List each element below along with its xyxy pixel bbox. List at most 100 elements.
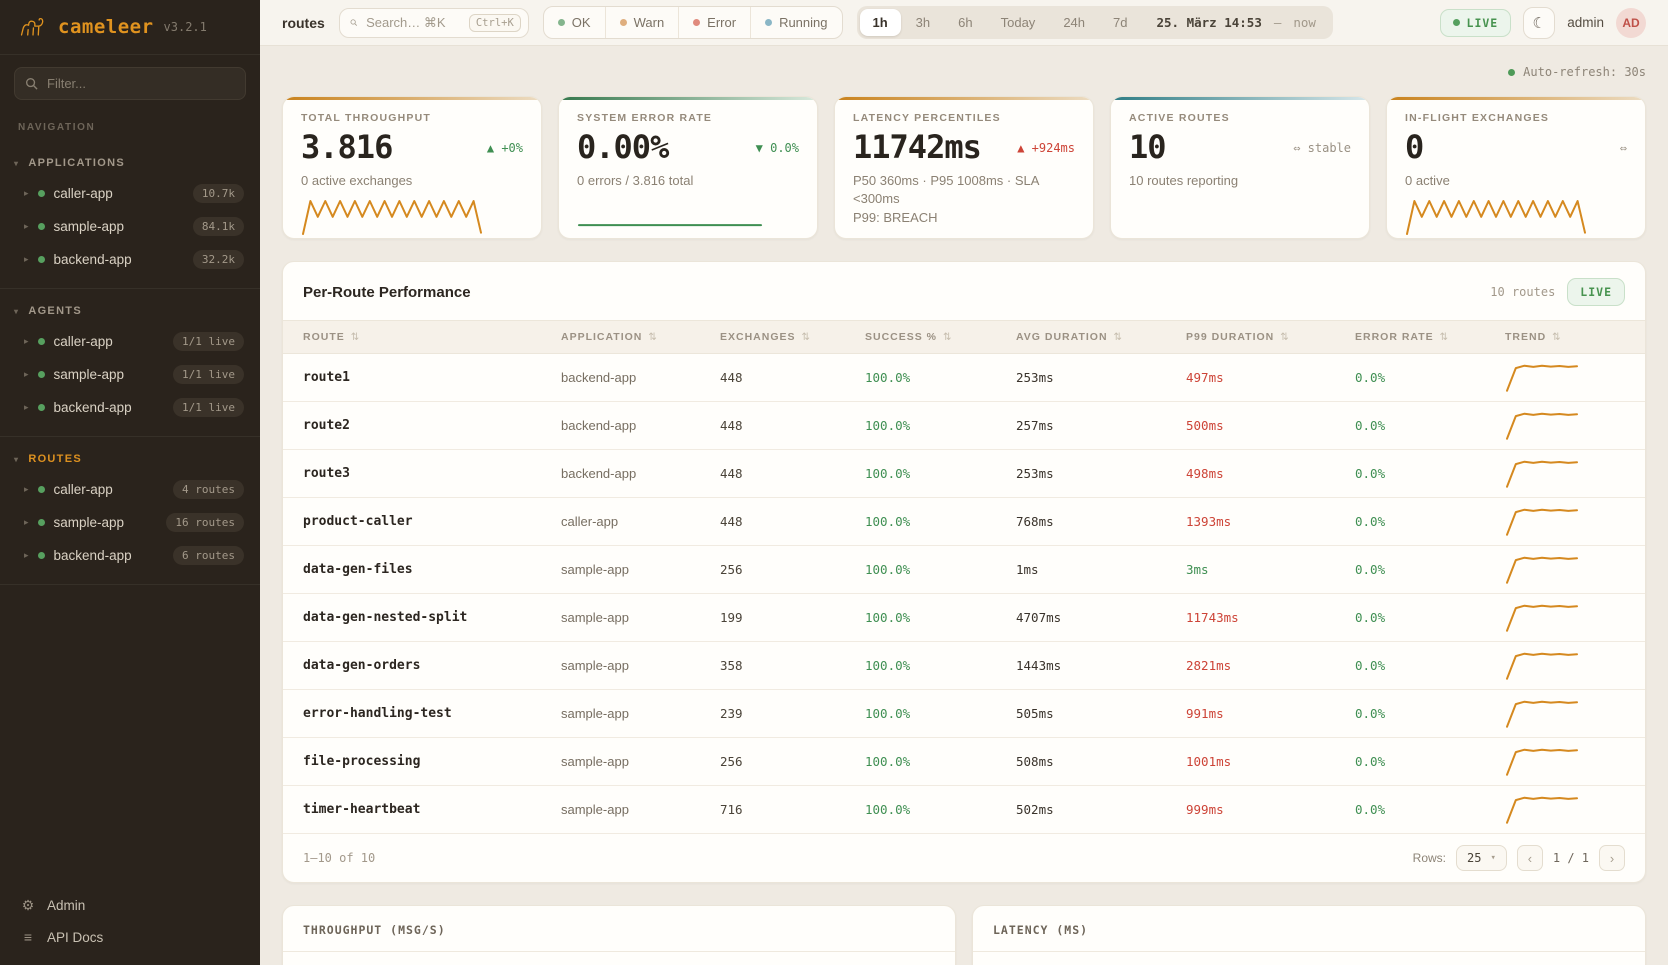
status-filter-group: OK Warn Error Running xyxy=(542,6,843,39)
table-row[interactable]: route1 backend-app 448 100.0% 253ms 497m… xyxy=(283,354,1645,402)
count-badge: 1/1 live xyxy=(173,398,244,417)
status-dot xyxy=(619,19,627,26)
filter-input[interactable] xyxy=(14,67,246,100)
rows-per-page-select[interactable]: 25 ▾ xyxy=(1456,845,1507,871)
count-badge: 1/1 live xyxy=(173,365,244,384)
column-header[interactable]: ERROR RATE ⇅ xyxy=(1355,331,1505,343)
time-range-button[interactable]: 24h xyxy=(1050,9,1098,36)
status-filter-button[interactable]: Error xyxy=(679,7,752,38)
table-row[interactable]: route2 backend-app 448 100.0% 257ms 500m… xyxy=(283,402,1645,450)
kpi-row: TOTAL THROUGHPUT 3.816 ▲ +0% 0 active ex… xyxy=(282,96,1646,239)
time-range-display: 25. März 14:53 — now xyxy=(1142,15,1329,30)
sidebar-filter xyxy=(14,67,246,100)
status-filter-button[interactable]: OK xyxy=(544,7,606,38)
theme-toggle-button[interactable]: ☾ xyxy=(1523,6,1556,39)
column-label: ROUTE xyxy=(303,331,345,343)
datetime-separator: — xyxy=(1273,15,1282,30)
status-dot xyxy=(557,19,565,26)
sidebar-item-api-docs[interactable]: ≡ API Docs xyxy=(20,929,240,945)
cell-avg-duration: 508ms xyxy=(1016,754,1054,769)
kpi-delta: ⇔ xyxy=(1619,140,1627,155)
status-dot xyxy=(37,552,45,559)
time-range-button[interactable]: 7d xyxy=(1100,9,1140,36)
group-items: ▸ caller-app 10.7k ▸ sample-app 84.1k ▸ xyxy=(0,177,260,276)
avatar[interactable]: AD xyxy=(1616,7,1646,38)
chevron-right-icon: ▸ xyxy=(24,336,29,346)
group-header-routes[interactable]: ▾ ROUTES xyxy=(0,445,260,473)
group-header-agents[interactable]: ▾ AGENTS xyxy=(0,297,260,325)
table-row[interactable]: file-processing sample-app 256 100.0% 50… xyxy=(283,738,1645,786)
time-range-button[interactable]: 1h xyxy=(859,9,901,36)
column-header[interactable]: ROUTE ⇅ xyxy=(303,331,561,343)
sidebar-group-agents: ▾ AGENTS ▸ caller-app 1/1 live ▸ s xyxy=(0,289,260,437)
column-label: APPLICATION xyxy=(561,331,643,343)
status-filter-button[interactable]: Warn xyxy=(606,7,680,38)
camel-logo-icon xyxy=(20,17,44,36)
cell-exchanges: 256 xyxy=(720,562,743,577)
app-logo[interactable]: cameleer v3.2.1 xyxy=(0,0,260,55)
next-page-button[interactable]: › xyxy=(1599,845,1625,871)
caret-down-icon: ▾ xyxy=(14,454,20,464)
sidebar-item[interactable]: ▸ caller-app 1/1 live xyxy=(0,325,260,358)
sidebar-item[interactable]: ▸ backend-app 32.2k xyxy=(0,243,260,276)
column-header[interactable]: P99 DURATION ⇅ xyxy=(1186,331,1355,343)
autorefresh-indicator: Auto-refresh: 30s xyxy=(282,60,1646,84)
count-badge: 32.2k xyxy=(192,250,244,269)
kpi-delta: ⇔ stable xyxy=(1293,140,1351,155)
error-rate-sparkline xyxy=(577,214,763,228)
cell-avg-duration: 768ms xyxy=(1016,514,1054,529)
table-row[interactable]: data-gen-files sample-app 256 100.0% 1ms… xyxy=(283,546,1645,594)
sidebar-footer: ⚙ Admin ≡ API Docs xyxy=(0,887,260,965)
sidebar-item[interactable]: ▸ sample-app 1/1 live xyxy=(0,358,260,391)
table-row[interactable]: error-handling-test sample-app 239 100.0… xyxy=(283,690,1645,738)
column-header[interactable]: AVG DURATION ⇅ xyxy=(1016,331,1186,343)
cell-route: data-gen-nested-split xyxy=(303,610,468,625)
throughput-sparkline xyxy=(301,198,483,236)
cell-error-rate: 0.0% xyxy=(1355,754,1386,769)
sidebar-item[interactable]: ▸ sample-app 84.1k xyxy=(0,210,260,243)
sidebar-item[interactable]: ▸ sample-app 16 routes xyxy=(0,506,260,539)
status-dot xyxy=(693,19,701,26)
table-row[interactable]: route3 backend-app 448 100.0% 253ms 498m… xyxy=(283,450,1645,498)
count-badge: 84.1k xyxy=(192,217,244,236)
item-label: caller-app xyxy=(53,334,113,349)
column-header[interactable]: APPLICATION ⇅ xyxy=(561,331,720,343)
cell-p99-duration: 991ms xyxy=(1186,706,1224,721)
cell-exchanges: 448 xyxy=(720,514,743,529)
table-row[interactable]: timer-heartbeat sample-app 716 100.0% 50… xyxy=(283,786,1645,834)
sidebar-item[interactable]: ▸ backend-app 6 routes xyxy=(0,539,260,572)
status-dot xyxy=(765,19,773,26)
sidebar-item[interactable]: ▸ caller-app 10.7k xyxy=(0,177,260,210)
search-input[interactable] xyxy=(364,14,462,31)
item-label: backend-app xyxy=(53,548,132,563)
table-row[interactable]: product-caller caller-app 448 100.0% 768… xyxy=(283,498,1645,546)
column-header[interactable]: TREND ⇅ xyxy=(1505,331,1625,343)
sort-icon: ⇅ xyxy=(801,331,811,343)
cell-error-rate: 0.0% xyxy=(1355,418,1386,433)
group-header-applications[interactable]: ▾ APPLICATIONS xyxy=(0,149,260,177)
time-range-button[interactable]: 3h xyxy=(903,9,943,36)
cell-application: sample-app xyxy=(561,706,629,721)
column-label: TREND xyxy=(1505,331,1547,343)
nav-section-label: NAVIGATION xyxy=(18,122,96,133)
per-route-performance-panel: Per-Route Performance 10 routes LIVE ROU… xyxy=(282,261,1646,883)
cell-avg-duration: 253ms xyxy=(1016,466,1054,481)
caret-down-icon: ▾ xyxy=(14,306,20,316)
column-header[interactable]: EXCHANGES ⇅ xyxy=(720,331,865,343)
chevron-right-icon: ▸ xyxy=(24,254,29,264)
time-range-button[interactable]: Today xyxy=(988,9,1049,36)
cell-p99-duration: 3ms xyxy=(1186,562,1209,577)
status-filter-button[interactable]: Running xyxy=(751,7,841,38)
kpi-card-error-rate: SYSTEM ERROR RATE 0.00% ▼ 0.0% 0 errors … xyxy=(558,96,818,239)
sidebar-group-applications: ▾ APPLICATIONS ▸ caller-app 10.7k ▸ xyxy=(0,141,260,289)
sidebar-item[interactable]: ▸ caller-app 4 routes xyxy=(0,473,260,506)
sidebar-item-admin[interactable]: ⚙ Admin xyxy=(20,897,240,914)
column-header[interactable]: SUCCESS % ⇅ xyxy=(865,331,1016,343)
sidebar-item[interactable]: ▸ backend-app 1/1 live xyxy=(0,391,260,424)
time-range-button[interactable]: 6h xyxy=(945,9,985,36)
prev-page-button[interactable]: ‹ xyxy=(1516,845,1543,871)
table-row[interactable]: data-gen-nested-split sample-app 199 100… xyxy=(283,594,1645,642)
group-items: ▸ caller-app 1/1 live ▸ sample-app 1/1 l… xyxy=(0,325,260,424)
table-row[interactable]: data-gen-orders sample-app 358 100.0% 14… xyxy=(283,642,1645,690)
cell-application: sample-app xyxy=(561,610,629,625)
